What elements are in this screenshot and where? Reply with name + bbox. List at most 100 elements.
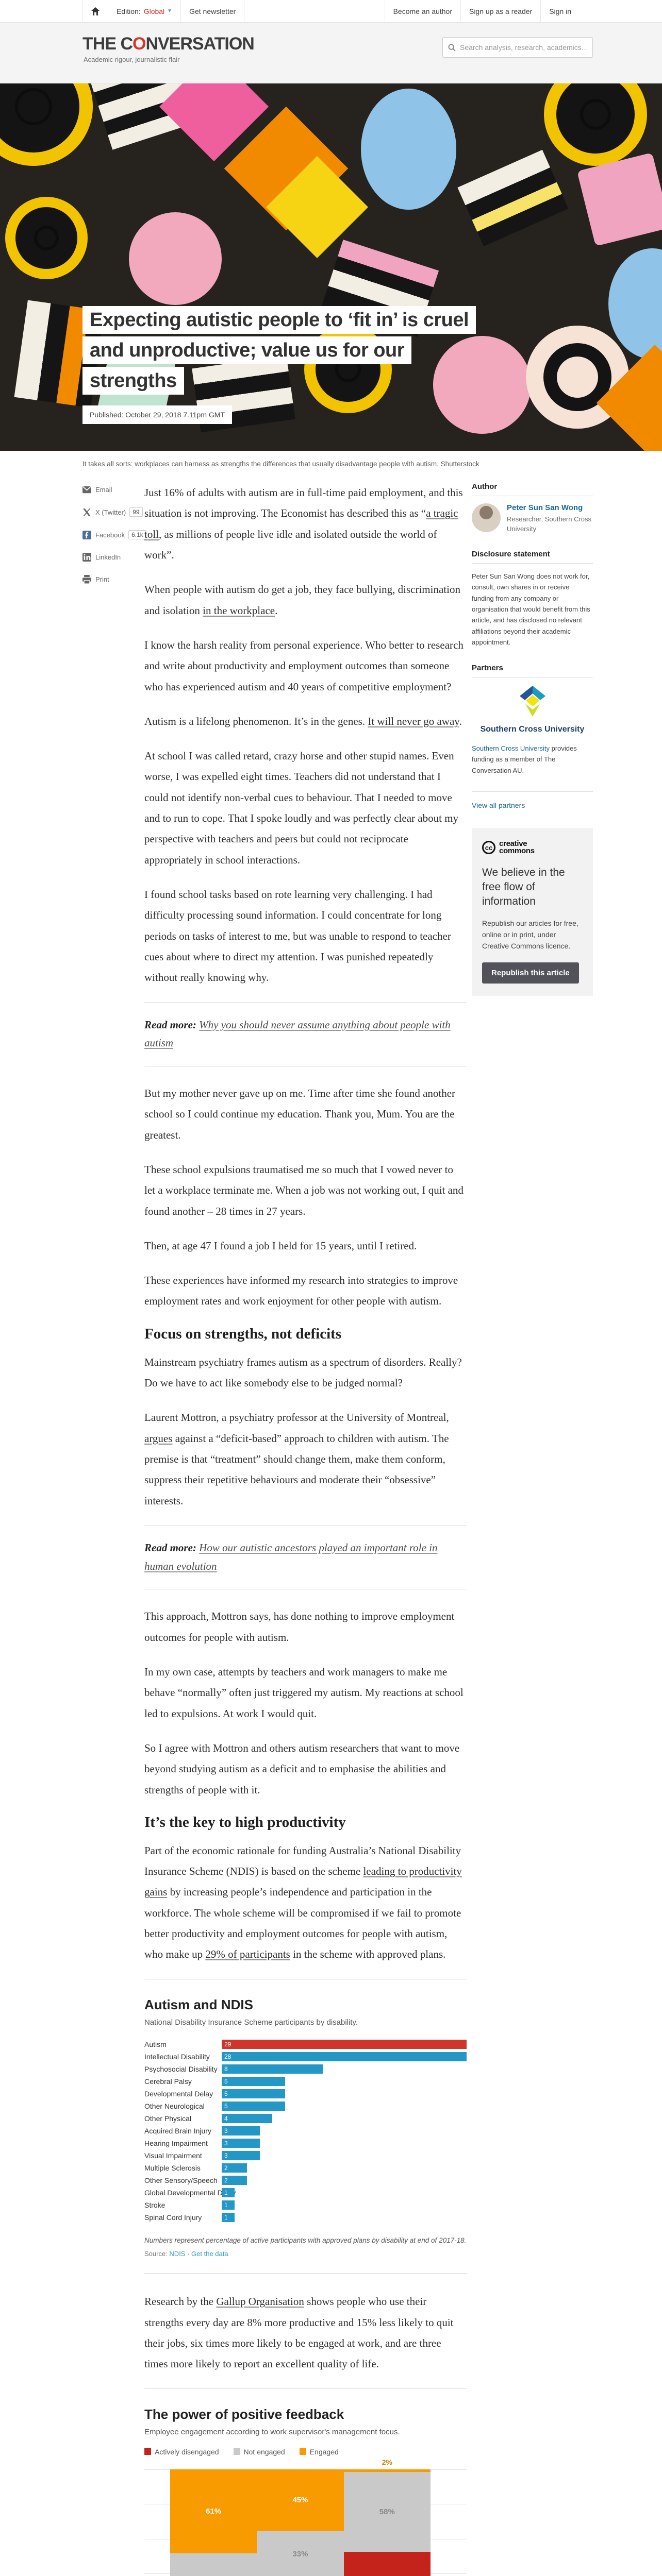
chart-bar-row: Multiple Sclerosis 2 xyxy=(144,2162,467,2174)
view-all-partners-link[interactable]: View all partners xyxy=(472,801,525,810)
source-link[interactable]: NDIS xyxy=(169,2250,186,2258)
candy-speckled-round xyxy=(433,336,531,434)
chart-bar-value: 1 xyxy=(224,2189,228,2196)
candy-square xyxy=(577,152,662,246)
chart-bar-value: 4 xyxy=(224,2114,228,2122)
share-twitter-button[interactable]: X (Twitter) 99 xyxy=(82,507,144,517)
article-paragraph: So I agree with Mottron and others autis… xyxy=(144,1741,460,1796)
chart-bar-label: Global Developmental Delay xyxy=(144,2188,236,2197)
southern-cross-university-icon xyxy=(519,685,545,717)
chart-bar-label: Intellectual Disability xyxy=(144,2052,210,2061)
read-more-link[interactable]: Why you should never assume anything abo… xyxy=(144,1018,451,1049)
chart-bar: 2 xyxy=(222,2175,247,2185)
chart-bar-label: Hearing Impairment xyxy=(144,2139,208,2147)
chart-bar-label: Spinal Cord Injury xyxy=(144,2213,202,2222)
logo-speech-bubble-o: O xyxy=(133,34,146,54)
chart-bar-label: Other Neurological xyxy=(144,2102,205,2110)
section-heading: It’s the key to high productivity xyxy=(144,1814,346,1831)
stacked-bar: 61%38%1% xyxy=(170,2469,257,2576)
legend-item: Engaged xyxy=(299,2448,339,2456)
candy-ring xyxy=(5,197,88,279)
site-logo[interactable]: THE CONVERSATION xyxy=(82,34,255,54)
chart-bar-row: Cerebral Palsy 5 xyxy=(144,2075,467,2088)
chart-bar-value: 28 xyxy=(224,2053,231,2060)
x-twitter-icon xyxy=(83,508,91,516)
article-paragraph: These experiences have informed my resea… xyxy=(144,1274,458,1308)
candy-speckled-oval xyxy=(361,89,456,210)
legend-label: Actively disengaged xyxy=(155,2447,219,2456)
published-date: Published: October 29, 2018 7.11pm GMT xyxy=(82,405,232,424)
chart-bar: 5 xyxy=(222,2101,285,2111)
partners-heading: Partners xyxy=(472,664,593,677)
chart-bar-value: 5 xyxy=(224,2102,228,2110)
become-author-link[interactable]: Become an author xyxy=(384,0,460,22)
body-link[interactable]: in the workplace xyxy=(203,604,275,617)
share-print-button[interactable]: Print xyxy=(82,575,144,584)
article-body: Just 16% of adults with autism are in fu… xyxy=(144,482,467,2576)
ndis-chart: Autism and NDIS National Disability Insur… xyxy=(144,1997,467,2258)
chart-bars: Autism 29 Intellectual Disability 28 Psychos… xyxy=(144,2038,467,2224)
sign-in-link[interactable]: Sign in xyxy=(540,0,580,22)
legend-swatch xyxy=(299,2448,306,2455)
email-icon xyxy=(82,486,91,494)
sidebar: Author Peter Sun San Wong Researcher, So… xyxy=(472,482,593,2576)
chart-bar-value: 1 xyxy=(224,2213,228,2221)
body-link[interactable]: leading to productivity gains xyxy=(144,1865,462,1899)
author-name-link[interactable]: Peter Sun San Wong xyxy=(507,503,583,512)
signup-reader-link[interactable]: Sign up as a reader xyxy=(460,0,540,22)
article-paragraph: In my own case, attempts by teachers and… xyxy=(144,1665,464,1720)
facebook-icon xyxy=(82,530,91,539)
chart-bar-row: Hearing Impairment 3 xyxy=(144,2137,467,2149)
read-more-link[interactable]: How our autistic ancestors played an imp… xyxy=(144,1541,438,1572)
share-facebook-button[interactable]: Facebook 6.1k xyxy=(82,530,146,539)
partner-funding-text: Southern Cross University provides fundi… xyxy=(472,744,577,774)
article-paragraph: But my mother never gave up on me. Time … xyxy=(144,1087,456,1141)
article-paragraph: Part of the economic rationale for fundi… xyxy=(144,1844,462,1961)
read-more-prefix: Read more: xyxy=(144,1018,200,1031)
hero-image: Expecting autistic people to ‘fit in’ is… xyxy=(0,83,662,451)
partner-link[interactable]: Southern Cross University xyxy=(472,744,550,752)
body-link[interactable]: Gallup Organisation xyxy=(216,2295,304,2308)
get-the-data-link[interactable]: Get the data xyxy=(191,2250,228,2258)
chart-bar-row: Spinal Cord Injury 1 xyxy=(144,2211,467,2224)
body-link[interactable]: 29% of participants xyxy=(205,1948,290,1961)
chart-source: Source: NDIS · Get the data xyxy=(144,2250,228,2258)
chart-legend: Actively disengaged Not engaged Engaged xyxy=(144,2448,467,2456)
body-link[interactable]: argues xyxy=(144,1432,173,1445)
article-paragraph: These school expulsions traumatised me s… xyxy=(144,1163,464,1217)
body-link[interactable]: a tragic toll xyxy=(144,507,458,540)
edition-value: Global xyxy=(143,7,165,15)
article-paragraph: I found school tasks based on rote learn… xyxy=(144,888,451,984)
chart-bar-value: 29 xyxy=(224,2040,231,2048)
share-email-button[interactable]: Email xyxy=(82,485,144,494)
chart-note: Numbers represent percentage of active p… xyxy=(144,2236,467,2244)
read-more-prefix: Read more: xyxy=(144,1541,200,1554)
share-linkedin-button[interactable]: LinkedIn xyxy=(82,553,144,562)
chart-bar: 1 xyxy=(222,2200,235,2210)
gallup-chart: The power of positive feedback Employee e… xyxy=(144,2406,467,2576)
partner-logo[interactable]: Southern Cross University xyxy=(472,685,593,735)
search-input[interactable] xyxy=(460,43,587,52)
body-link[interactable]: It will never go away xyxy=(368,715,459,727)
article-paragraph: Research by the Gallup Organisation show… xyxy=(144,2295,454,2370)
cc-heading: We believe in the free flow of informati… xyxy=(482,866,565,908)
facebook-share-count: 6.1k xyxy=(128,530,146,539)
home-button[interactable] xyxy=(82,0,108,22)
candy-sandwich xyxy=(457,149,569,247)
section-heading: Focus on strengths, not deficits xyxy=(144,1325,342,1342)
bar-segment: 33% xyxy=(257,2531,344,2576)
get-newsletter-link[interactable]: Get newsletter xyxy=(181,0,245,22)
article-paragraph: This approach, Mottron says, has done no… xyxy=(144,1610,455,1643)
read-more-box: Read more: Why you should never assume a… xyxy=(144,1002,467,1066)
share-rail: Email X (Twitter) 99 Facebook 6.1k Linke… xyxy=(82,482,146,2576)
chevron-down-icon: ▼ xyxy=(167,8,173,14)
candy-speckled-round xyxy=(129,212,222,305)
candy-speckled-oval xyxy=(608,248,662,359)
search-box[interactable] xyxy=(442,37,593,58)
republish-button[interactable]: Republish this article xyxy=(482,962,579,984)
chart-bar: 3 xyxy=(222,2126,260,2136)
hero-caption: It takes all sorts: workplaces can harne… xyxy=(82,460,479,468)
edition-selector[interactable]: Edition: Global ▼ xyxy=(108,0,181,22)
author-avatar[interactable] xyxy=(472,503,501,532)
disclosure-text: Peter Sun San Wong does not work for, co… xyxy=(472,572,590,647)
